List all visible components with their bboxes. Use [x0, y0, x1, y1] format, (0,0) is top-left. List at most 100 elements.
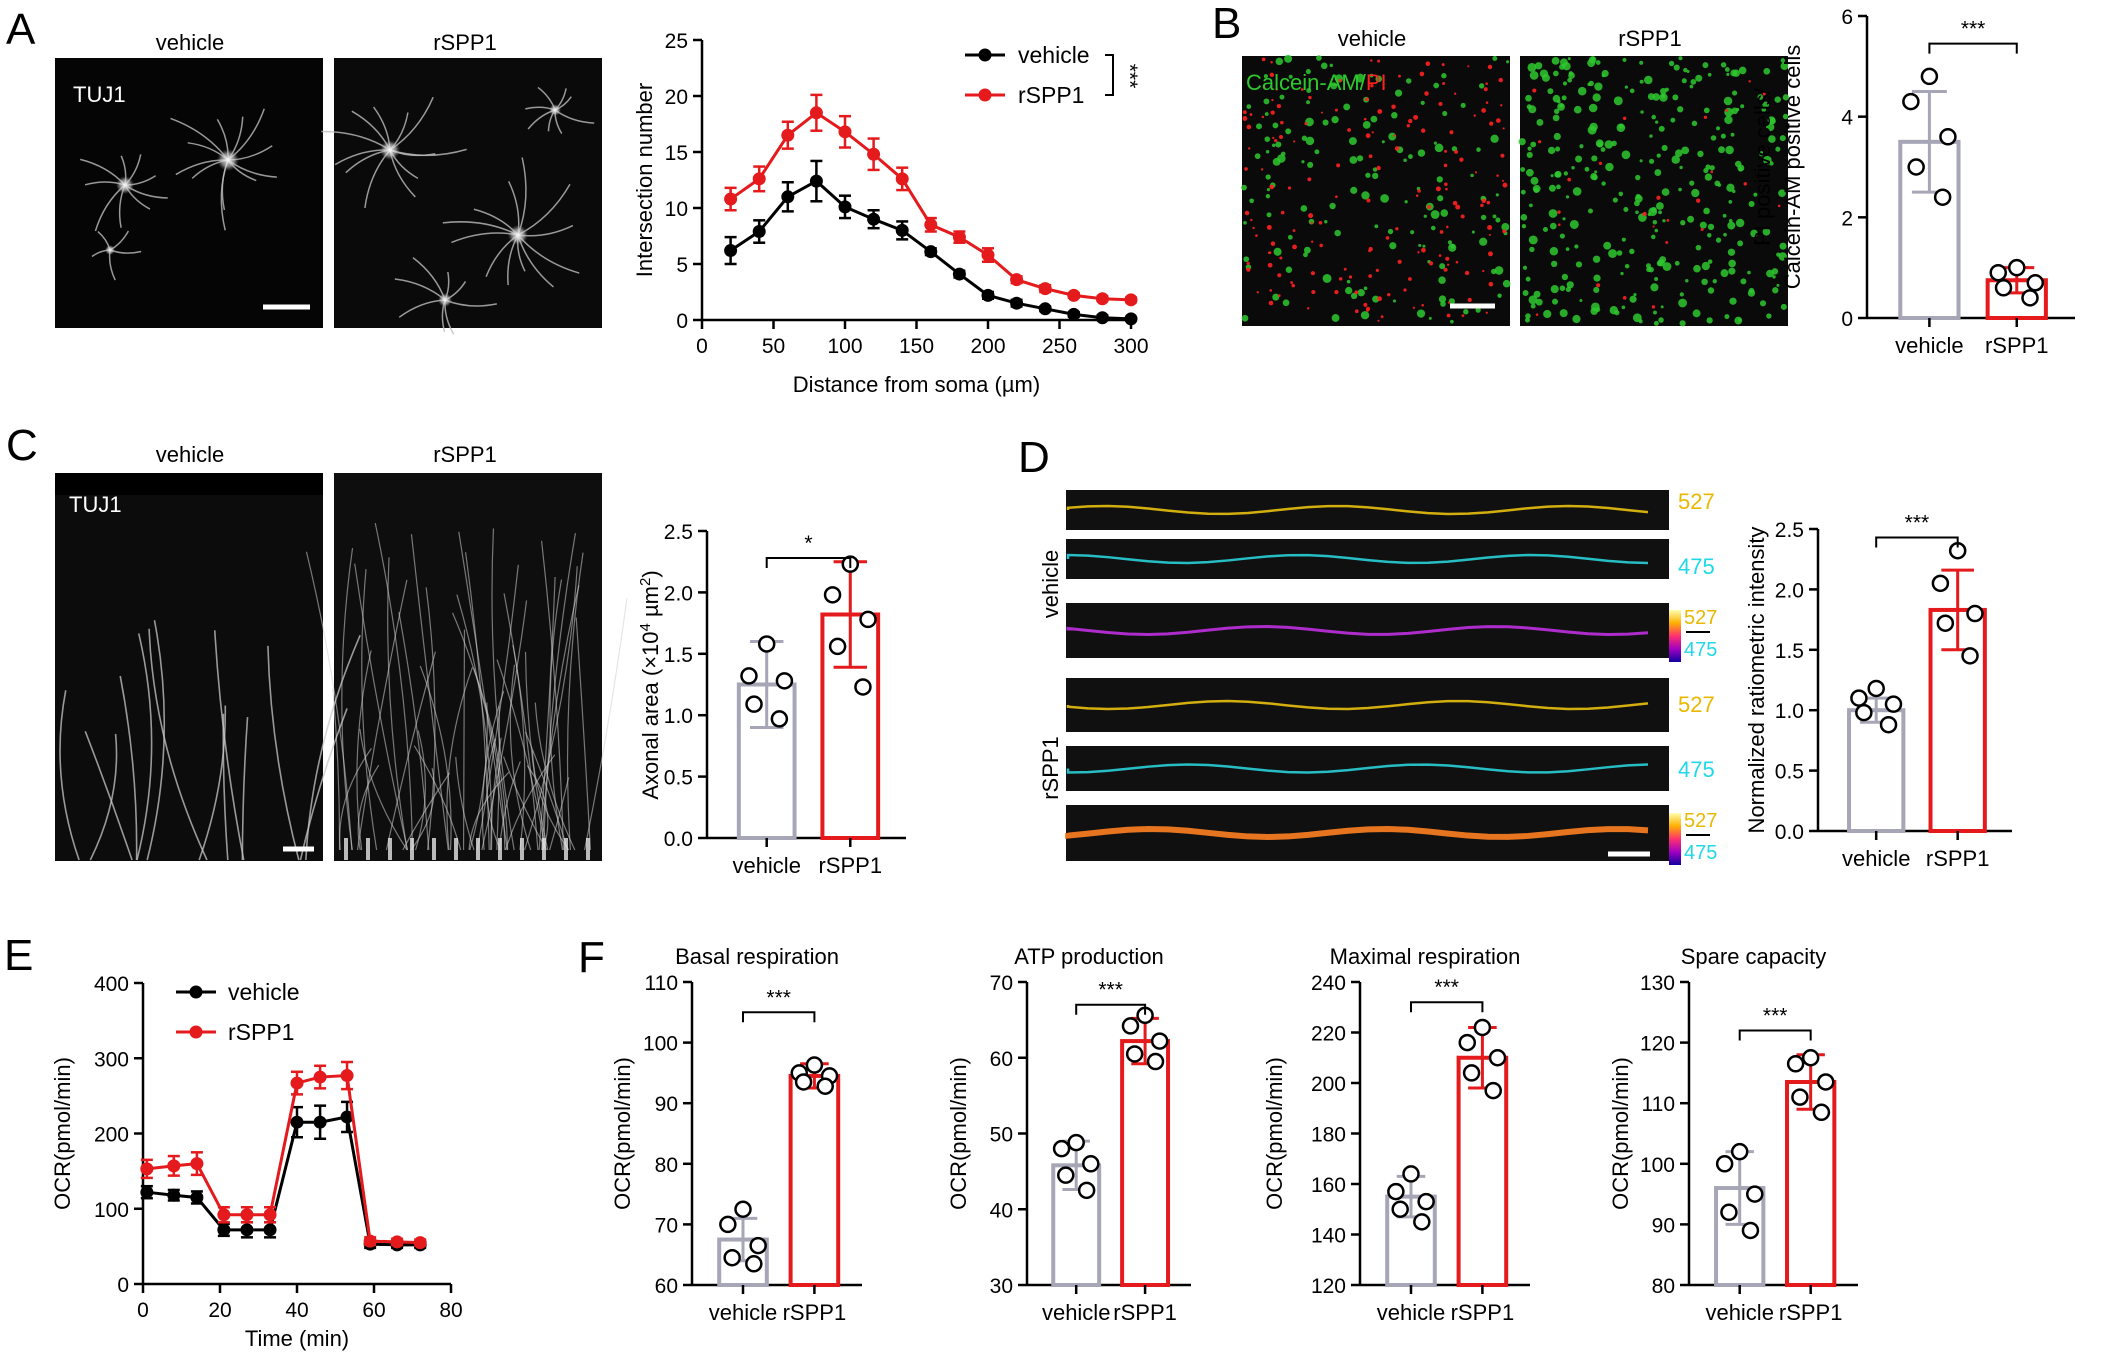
pi-cell — [1242, 110, 1247, 115]
C-y-tick-label: 1.0 — [664, 705, 693, 728]
calcein-cell — [1740, 104, 1745, 109]
pi-cell — [1445, 187, 1448, 191]
pi-cell — [1334, 108, 1338, 112]
calcein-cell — [1575, 261, 1583, 268]
calcein-cell — [1621, 305, 1626, 310]
F3-data-point — [1413, 1213, 1431, 1231]
pi-cell — [1656, 195, 1661, 200]
calcein-cell — [1520, 167, 1526, 172]
axon-base — [344, 838, 348, 860]
calcein-cell — [1652, 220, 1658, 225]
F3-data-point — [1391, 1200, 1409, 1218]
F1-y-tick-label: 70 — [655, 1214, 678, 1237]
calcein-cell — [1372, 167, 1378, 172]
axon-base — [410, 838, 414, 860]
calcein-cell — [1717, 183, 1722, 187]
calcein-cell — [1284, 54, 1293, 63]
calcein-cell — [1679, 320, 1686, 327]
pi-cell — [1557, 210, 1561, 214]
calcein-cell — [1346, 279, 1351, 284]
axon — [136, 633, 153, 861]
pi-cell — [1438, 101, 1443, 107]
calcein-cell — [1601, 69, 1609, 78]
calcein-cell — [1423, 214, 1427, 218]
D-category-label: vehicle — [1842, 846, 1910, 871]
axon — [575, 617, 592, 851]
calcein-cell — [1330, 82, 1338, 90]
calcein-cell — [1605, 162, 1614, 172]
calcein-cell — [1525, 94, 1532, 102]
F2-y-label: OCR(pmol/min) — [946, 1057, 971, 1210]
d-group-vehicle: vehicle — [1038, 550, 1063, 618]
C-y-tick-label: 1.5 — [664, 644, 693, 667]
calcein-cell — [1662, 219, 1666, 223]
d-strip — [1066, 603, 1669, 658]
A-point — [867, 147, 881, 161]
calcein-cell — [1635, 210, 1639, 215]
F2-data-point — [1121, 1017, 1140, 1035]
calcein-cell — [1305, 69, 1311, 75]
calcein-cell — [1572, 187, 1582, 196]
axon — [387, 557, 408, 851]
pi-cell — [1557, 223, 1561, 226]
E-point — [167, 1188, 181, 1202]
E-legend-marker — [189, 1025, 203, 1039]
soma — [105, 245, 115, 255]
calcein-cell — [1661, 144, 1668, 152]
axon — [505, 754, 556, 851]
calcein-cell — [1772, 275, 1776, 279]
calcein-cell — [1671, 155, 1681, 164]
pi-cell — [1446, 263, 1450, 266]
calcein-cell — [1653, 320, 1659, 326]
calcein-cell — [1524, 317, 1530, 323]
A-point — [809, 174, 823, 188]
calcein-cell — [1747, 270, 1751, 275]
D-sig-label: *** — [1905, 511, 1930, 534]
pi-cell — [1489, 121, 1494, 126]
E-x-tick-label: 40 — [285, 1299, 308, 1322]
calcein-cell — [1448, 298, 1455, 305]
calcein-cell — [1695, 244, 1702, 251]
calcein-cell — [1300, 205, 1308, 212]
calcein-cell — [1687, 215, 1695, 223]
calcein-cell — [1629, 248, 1635, 255]
E-point — [313, 1115, 327, 1129]
pi-cell — [1311, 290, 1316, 295]
calcein-cell — [1478, 83, 1485, 89]
E-point — [263, 1223, 277, 1237]
pi-cell — [1371, 131, 1374, 134]
F1-category-label: vehicle — [709, 1300, 777, 1325]
pi-cell — [1481, 108, 1487, 113]
pi-cell — [1336, 163, 1341, 168]
calcein-cell — [1724, 67, 1730, 72]
pi-cell — [1246, 267, 1251, 272]
calcein-cell — [1571, 166, 1575, 170]
calcein-cell — [1561, 95, 1567, 101]
pi-cell — [1368, 274, 1373, 278]
D-data-point — [1961, 647, 1979, 665]
F4-y-label: OCR(pmol/min) — [1608, 1057, 1633, 1210]
pi-cell — [1501, 179, 1505, 182]
F3-y-tick-label: 220 — [1311, 1023, 1346, 1046]
C-data-point — [740, 667, 758, 685]
E-point — [290, 1115, 304, 1129]
pi-cell — [1441, 63, 1445, 67]
axon — [341, 547, 354, 851]
calcein-cell — [1316, 55, 1322, 61]
calcein-cell — [1651, 114, 1657, 120]
calcein-cell — [1408, 154, 1413, 159]
calcein-cell — [1331, 115, 1339, 124]
calcein-cell — [1331, 314, 1340, 322]
pi-cell — [1445, 256, 1450, 261]
calcein-cell — [1766, 313, 1772, 319]
calcein-cell — [1691, 188, 1700, 198]
A-point — [1095, 292, 1109, 306]
axon — [469, 702, 488, 851]
calcein-cell — [1272, 122, 1279, 129]
A-point — [724, 244, 738, 258]
E-point — [190, 1190, 204, 1204]
calcein-cell — [1702, 62, 1709, 69]
C-y-label-ylabel_sup1: 4 — [637, 623, 654, 631]
axon — [452, 612, 506, 851]
